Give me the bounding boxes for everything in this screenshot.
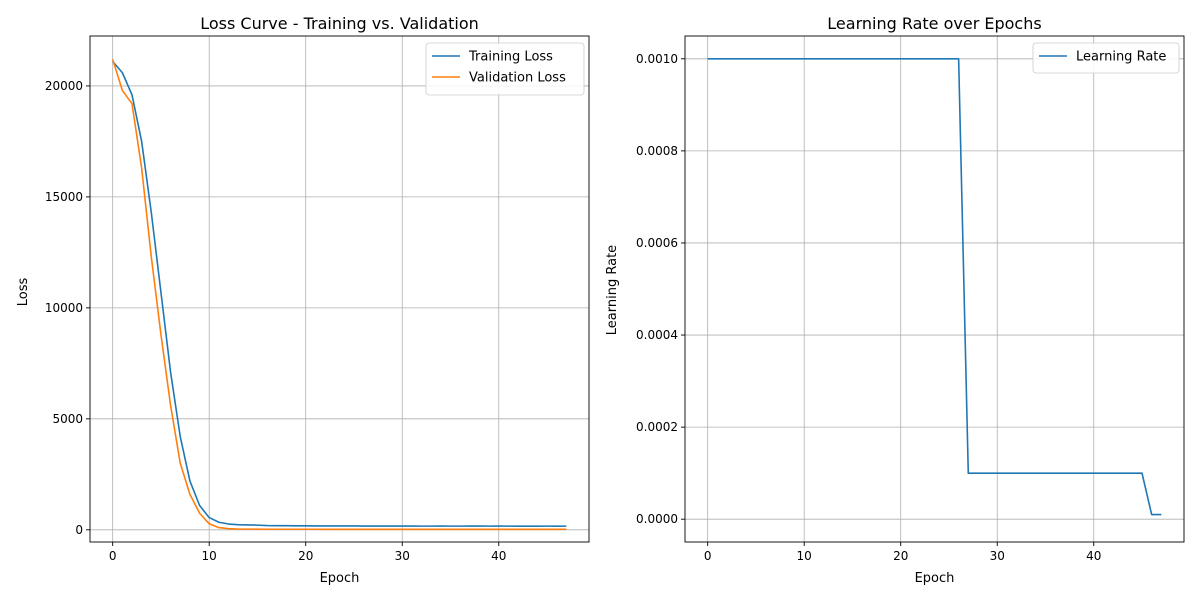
loss-chart-legend-label: Validation Loss [469, 71, 566, 86]
learning-rate-chart-y-tick-label: 0.0000 [636, 512, 678, 526]
loss-chart-x-axis-label: Epoch [320, 571, 360, 586]
loss-chart-legend-label: Training Loss [468, 50, 553, 65]
loss-chart-title: Loss Curve - Training vs. Validation [200, 14, 479, 33]
loss-chart-legend: Training Loss Validation Loss [425, 42, 585, 96]
learning-rate-chart-series-line-learning-rate [707, 57, 1162, 516]
loss-chart-y-axis-label: Loss [16, 278, 31, 307]
learning-rate-chart-y-tick-label: 0.0006 [636, 236, 678, 250]
loss-chart-y-tick-label: 20000 [45, 79, 83, 93]
learning-rate-chart-x-axis-label: Epoch [915, 571, 955, 586]
learning-rate-chart-y-tick-label: 0.0004 [636, 328, 678, 342]
learning-rate-chart-title: Learning Rate over Epochs [827, 14, 1041, 33]
loss-chart-series-line-training-loss [112, 60, 567, 528]
learning-rate-chart-axes-frame [684, 35, 1185, 543]
loss-chart-x-tick-label: 30 [395, 549, 410, 563]
learning-rate-chart-x-tick-label: 20 [893, 549, 908, 563]
learning-rate-chart-y-tick-label: 0.0008 [636, 144, 678, 158]
loss-chart-x-tick-label: 40 [491, 549, 506, 563]
learning-rate-chart-legend: Learning Rate [1032, 42, 1180, 74]
learning-rate-chart-x-tick-label: 10 [797, 549, 812, 563]
loss-chart-x-tick-label: 10 [202, 549, 217, 563]
loss-chart-series-line-validation-loss [111, 59, 567, 531]
loss-chart: Loss Curve - Training vs. Validation Epo… [16, 14, 590, 586]
loss-chart-axes-frame [89, 35, 590, 543]
learning-rate-chart-legend-box [1032, 42, 1180, 74]
loss-chart-y-tick-label: 10000 [45, 301, 83, 315]
learning-rate-chart-y-axis-label: Learning Rate [605, 245, 620, 335]
loss-chart-legend-box [425, 42, 585, 96]
loss-chart-y-tick-label: 0 [75, 523, 83, 537]
loss-chart-x-tick-label: 0 [109, 549, 117, 563]
learning-rate-chart: Learning Rate over Epochs Epoch Learning… [605, 14, 1185, 586]
learning-rate-chart-grid [685, 36, 1184, 542]
learning-rate-chart-y-tick-label: 0.0010 [636, 52, 678, 66]
learning-rate-chart-x-tick-label: 40 [1086, 549, 1101, 563]
learning-rate-chart-x-tick-label: 30 [990, 549, 1005, 563]
loss-chart-y-tick-label: 15000 [45, 190, 83, 204]
learning-rate-chart-y-tick-label: 0.0002 [636, 420, 678, 434]
learning-rate-chart-legend-label: Learning Rate [1076, 50, 1166, 65]
loss-chart-x-tick-label: 20 [298, 549, 313, 563]
loss-chart-y-tick-label: 5000 [52, 412, 83, 426]
learning-rate-chart-x-tick-label: 0 [704, 549, 712, 563]
